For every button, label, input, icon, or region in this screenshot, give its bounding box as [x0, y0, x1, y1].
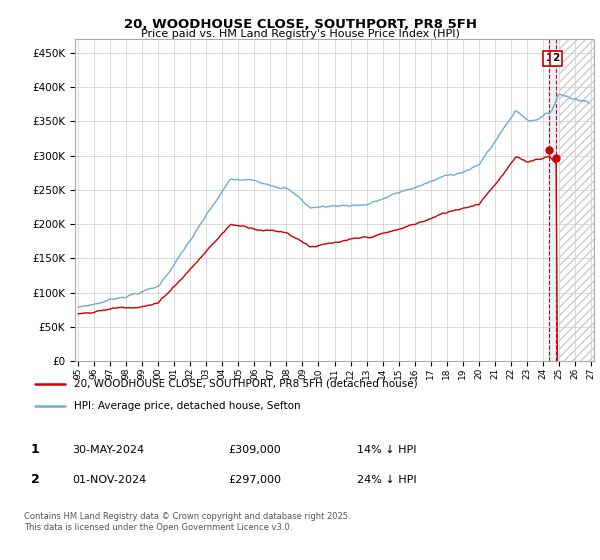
- Bar: [550, 39, 556, 361]
- Text: 1: 1: [31, 443, 40, 456]
- Text: 30-MAY-2024: 30-MAY-2024: [72, 445, 144, 455]
- Text: HPI: Average price, detached house, Sefton: HPI: Average price, detached house, Seft…: [74, 401, 301, 410]
- Text: Price paid vs. HM Land Registry's House Price Index (HPI): Price paid vs. HM Land Registry's House …: [140, 29, 460, 39]
- Text: 2: 2: [31, 473, 40, 487]
- Bar: [559, 39, 594, 361]
- Text: 14% ↓ HPI: 14% ↓ HPI: [357, 445, 416, 455]
- Text: Contains HM Land Registry data © Crown copyright and database right 2025.
This d: Contains HM Land Registry data © Crown c…: [24, 512, 350, 532]
- Text: 20, WOODHOUSE CLOSE, SOUTHPORT, PR8 5FH: 20, WOODHOUSE CLOSE, SOUTHPORT, PR8 5FH: [124, 18, 476, 31]
- Text: 01-NOV-2024: 01-NOV-2024: [72, 475, 146, 485]
- Text: 24% ↓ HPI: 24% ↓ HPI: [357, 475, 416, 485]
- Text: 2: 2: [553, 53, 560, 63]
- Text: 20, WOODHOUSE CLOSE, SOUTHPORT, PR8 5FH (detached house): 20, WOODHOUSE CLOSE, SOUTHPORT, PR8 5FH …: [74, 379, 418, 389]
- Text: 1: 1: [546, 53, 553, 63]
- Text: £297,000: £297,000: [228, 475, 281, 485]
- Text: £309,000: £309,000: [228, 445, 281, 455]
